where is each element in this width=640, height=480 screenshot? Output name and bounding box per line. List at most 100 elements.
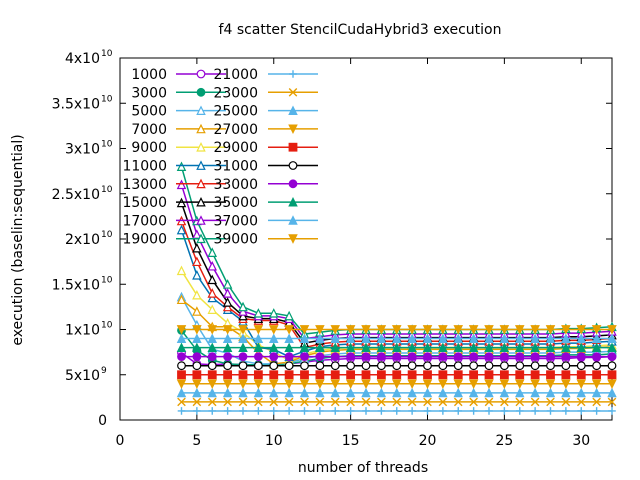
legend-marker (288, 105, 298, 116)
data-point (331, 407, 340, 415)
data-point (222, 288, 233, 298)
series-39000 (176, 325, 617, 335)
data-point (561, 397, 571, 407)
legend-marker (288, 161, 298, 170)
data-point (438, 370, 448, 380)
legend-label: 13000 (122, 177, 167, 193)
y-tick-exponent: 10 (101, 49, 113, 59)
legend-item-11000: 11000 (122, 159, 226, 175)
data-point (238, 342, 248, 352)
data-point (468, 342, 479, 352)
y-axis-label: execution (baselin:sequential) (10, 134, 26, 345)
data-point (484, 325, 494, 335)
legend-item-21000: 21000 (213, 67, 318, 83)
data-point (222, 297, 233, 307)
data-point (222, 325, 233, 335)
data-point (315, 379, 325, 389)
data-point (238, 361, 248, 371)
data-point (545, 333, 556, 343)
data-point (315, 361, 325, 371)
data-point (592, 352, 602, 362)
data-point (422, 342, 433, 352)
data-point (607, 325, 617, 335)
legend-label: 31000 (213, 159, 258, 175)
data-point (315, 397, 325, 407)
data-point (177, 352, 186, 362)
data-point (284, 342, 294, 352)
legend-marker (196, 233, 206, 244)
data-point (192, 270, 202, 280)
legend-label: 7000 (131, 122, 167, 138)
data-point (530, 333, 540, 343)
data-point (530, 325, 540, 335)
data-point (269, 397, 279, 407)
data-point (207, 288, 218, 298)
data-point (376, 333, 387, 343)
data-point (576, 333, 587, 343)
data-point (176, 325, 187, 335)
data-point (514, 379, 525, 389)
data-point (192, 370, 202, 380)
y-tick-exponent: 10 (101, 275, 113, 285)
data-point (515, 361, 525, 371)
data-point (407, 352, 417, 362)
data-point (192, 342, 202, 352)
data-point (192, 352, 202, 362)
data-point (377, 397, 386, 407)
data-point (222, 301, 233, 312)
data-point (193, 407, 201, 415)
data-point (315, 352, 325, 362)
data-point (208, 407, 217, 415)
data-point (376, 370, 386, 380)
data-point (484, 352, 494, 362)
data-point (253, 342, 264, 352)
data-point (607, 352, 617, 362)
data-point (207, 247, 218, 257)
data-point (285, 407, 293, 415)
data-point (207, 352, 217, 362)
data-point (546, 361, 555, 371)
data-point (545, 387, 556, 398)
data-point (376, 342, 387, 352)
data-point (254, 407, 263, 415)
data-point (192, 333, 202, 343)
data-point (500, 407, 509, 415)
legend-marker (196, 178, 206, 189)
x-axis-label: number of threads (298, 460, 428, 476)
data-point (453, 370, 463, 380)
data-point (238, 397, 248, 407)
data-point (591, 387, 602, 398)
y-tick-label: 2x10 (65, 232, 100, 248)
data-point (453, 352, 463, 362)
data-point (330, 397, 340, 407)
y-tick-exponent: 10 (101, 185, 113, 195)
data-point (592, 361, 602, 371)
data-point (438, 352, 448, 362)
data-point (577, 407, 586, 415)
data-point (315, 333, 325, 343)
data-point (500, 397, 509, 407)
data-point (284, 379, 294, 389)
data-point (607, 361, 617, 371)
series-37000 (176, 333, 617, 343)
data-point (499, 379, 510, 389)
data-point (484, 342, 494, 352)
legend-item-37000: 37000 (213, 213, 318, 229)
data-point (253, 325, 264, 335)
legend-item-31000: 31000 (213, 159, 318, 175)
data-point (361, 333, 371, 343)
data-point (561, 325, 571, 335)
data-point (253, 387, 264, 398)
data-point (514, 333, 525, 343)
data-point (438, 361, 448, 371)
data-point (177, 397, 186, 407)
data-point (576, 370, 586, 380)
data-point (176, 161, 187, 171)
data-point (300, 370, 309, 380)
legend: 1000 3000 5000 7000 9000 11000 13000 15000 17000… (122, 67, 318, 248)
series-21000 (177, 407, 616, 415)
data-point (207, 261, 218, 271)
data-point (361, 397, 371, 407)
data-point (561, 333, 571, 343)
data-point (438, 397, 448, 407)
